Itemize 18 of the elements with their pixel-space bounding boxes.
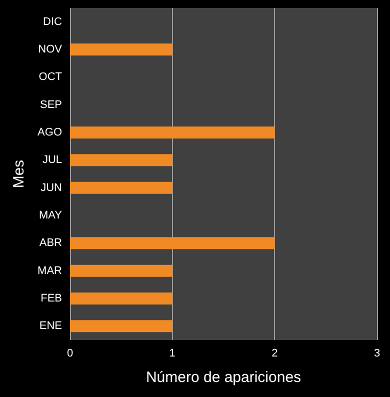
y-tick-label: MAY [38,210,63,222]
y-tick-label: SEP [40,98,62,111]
y-tick-label: MAR [38,264,62,277]
y-tick-label: ENE [39,320,62,332]
y-tick-label: JUL [42,154,62,166]
y-tick-label: DIC [43,16,62,28]
y-tick-label: ABR [39,237,62,250]
x-axis-title: Número de apariciones [146,369,302,386]
y-axis-title: Mes [10,160,28,188]
x-tick-label: 0 [66,348,74,360]
y-tick-label: AGO [38,126,62,138]
x-tick-label: 1 [169,348,176,360]
y-tick-label: JUN [40,182,62,194]
y-tick-label: OCT [38,71,62,84]
x-tick-label: 2 [272,348,278,360]
x-tick-label: 3 [374,348,380,360]
y-tick-label: NOV [38,44,63,56]
y-tick-label: FEB [40,292,62,304]
